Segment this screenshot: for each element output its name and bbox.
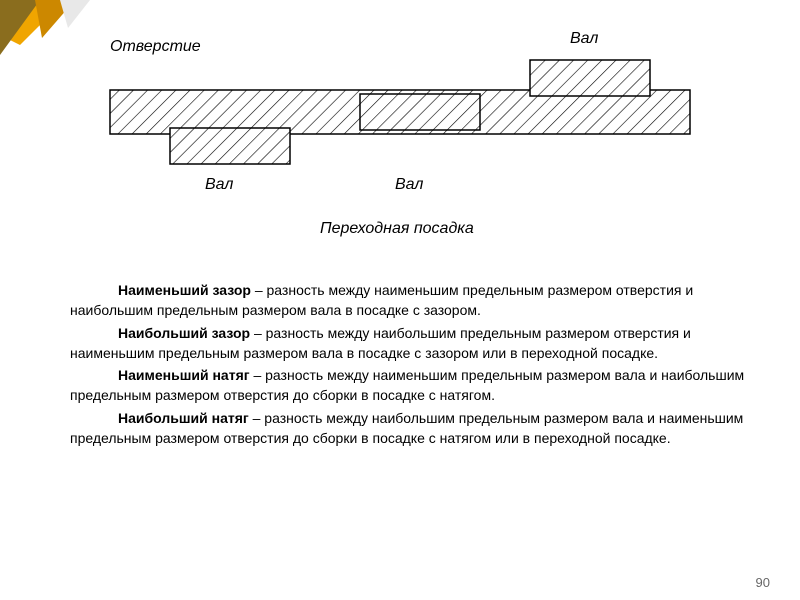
page-number: 90 bbox=[756, 575, 770, 590]
def-min-gap: Наименьший зазор – разность между наимен… bbox=[70, 280, 750, 321]
label-shaft-top: Вал bbox=[570, 30, 598, 48]
label-hole: Отверстие bbox=[110, 38, 201, 56]
label-shaft-bot: Вал bbox=[205, 176, 233, 194]
term-max-gap: Наибольший зазор bbox=[118, 325, 250, 341]
definitions-block: Наименьший зазор – разность между наимен… bbox=[70, 280, 750, 450]
label-shaft-mid: Вал bbox=[395, 176, 423, 194]
fit-diagram: Отверстие Вал Вал Вал Переходная посадка bbox=[80, 30, 720, 265]
def-max-interf: Наибольший натяг – разность между наибол… bbox=[70, 408, 750, 449]
term-min-gap: Наименьший зазор bbox=[118, 282, 251, 298]
def-max-gap: Наибольший зазор – разность между наибол… bbox=[70, 323, 750, 364]
term-max-interf: Наибольший натяг bbox=[118, 410, 249, 426]
term-min-interf: Наименьший натяг bbox=[118, 367, 250, 383]
diagram-caption: Переходная посадка bbox=[320, 220, 474, 238]
def-min-interf: Наименьший натяг – разность между наимен… bbox=[70, 365, 750, 406]
corner-accent bbox=[0, 0, 90, 75]
